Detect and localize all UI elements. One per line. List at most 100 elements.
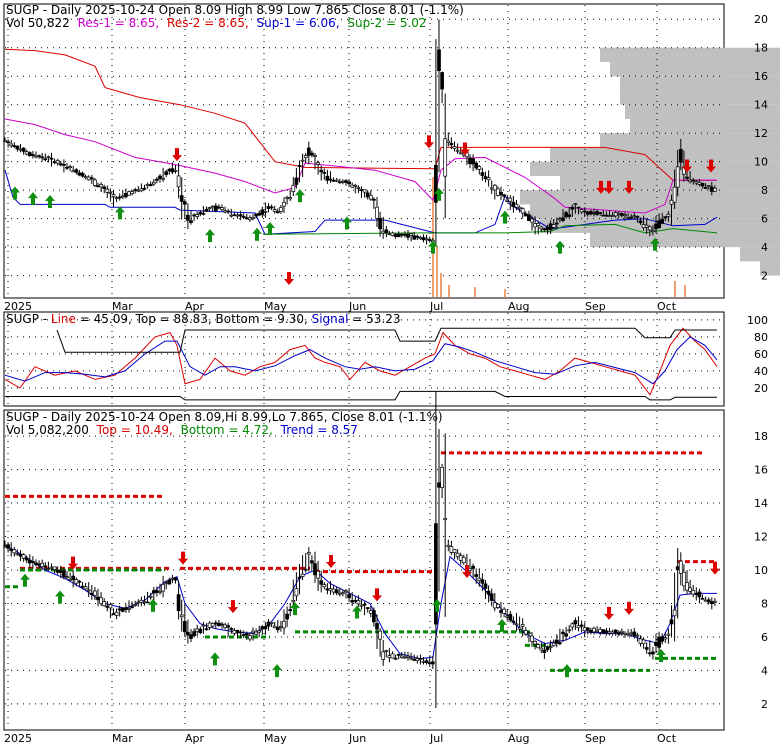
price-candle bbox=[579, 209, 584, 213]
price-candle bbox=[145, 601, 150, 604]
price-candle bbox=[585, 627, 590, 631]
price-candle bbox=[27, 559, 32, 564]
sell-arrow-icon bbox=[624, 180, 634, 194]
price-candle bbox=[279, 625, 283, 628]
y-tick-label: 16 bbox=[754, 464, 768, 477]
trend-label-3: Trend = 8.57 bbox=[280, 423, 358, 437]
res-1-label: Res-1 = 8.65, bbox=[78, 16, 160, 30]
price-candle bbox=[362, 603, 367, 606]
top-value: = 88.83, bbox=[156, 312, 212, 326]
price-candle bbox=[248, 635, 252, 640]
price-candle bbox=[18, 553, 23, 557]
volume-profile-bar bbox=[760, 261, 780, 276]
bottom-value: = 9.30, bbox=[260, 312, 308, 326]
panel-3-y-ticks: 2 4 6 8 10 12 14 16 18 bbox=[754, 430, 768, 711]
price-candle bbox=[275, 626, 280, 631]
price-candle bbox=[99, 597, 103, 604]
price-candle bbox=[709, 601, 714, 604]
price-candle bbox=[573, 620, 578, 625]
price-candle bbox=[133, 604, 138, 606]
price-candle bbox=[235, 630, 240, 634]
price-candle bbox=[412, 658, 417, 661]
price-candle bbox=[567, 629, 572, 632]
price-candle bbox=[34, 562, 38, 565]
price-candle bbox=[189, 634, 193, 639]
price-candle bbox=[272, 209, 277, 212]
price-candle bbox=[530, 218, 534, 223]
y-tick-label: 12 bbox=[754, 531, 768, 544]
price-candle bbox=[409, 657, 413, 660]
price-candle bbox=[334, 589, 339, 594]
price-candle bbox=[585, 211, 590, 215]
price-candle bbox=[694, 181, 699, 184]
price-candle bbox=[372, 198, 376, 201]
price-candle bbox=[390, 232, 395, 236]
price-candle bbox=[12, 145, 17, 147]
price-candle bbox=[164, 171, 169, 175]
price-candle bbox=[251, 630, 255, 634]
price-candle bbox=[409, 233, 413, 236]
sell-arrow-icon bbox=[228, 600, 238, 614]
price-candle bbox=[65, 576, 69, 578]
price-candle bbox=[635, 634, 640, 637]
price-candle bbox=[111, 194, 116, 197]
price-candle bbox=[406, 655, 410, 658]
price-candle bbox=[595, 630, 599, 633]
price-candle bbox=[238, 214, 243, 217]
price-candle bbox=[564, 633, 568, 637]
price-candle bbox=[83, 176, 88, 179]
volume-profile-bar bbox=[600, 47, 780, 62]
price-candle bbox=[120, 607, 125, 612]
price-candle bbox=[353, 184, 358, 187]
price-candle bbox=[393, 657, 398, 660]
price-candle bbox=[173, 170, 178, 172]
sell-arrow-icon bbox=[460, 142, 470, 156]
x-tick-label: Apr bbox=[185, 300, 205, 313]
price-candle bbox=[269, 206, 274, 209]
price-candle bbox=[694, 593, 699, 596]
panel-3-legend: Vol 5,082,200 Top = 10.49, Bottom = 4.72… bbox=[6, 423, 358, 437]
price-candle bbox=[666, 213, 671, 217]
price-candle bbox=[517, 206, 522, 209]
price-candle bbox=[492, 602, 497, 609]
price-candle bbox=[148, 184, 153, 187]
price-candle bbox=[570, 623, 575, 628]
panel-3-grid bbox=[5, 411, 723, 729]
price-candle bbox=[496, 188, 500, 196]
price-candle bbox=[77, 172, 82, 176]
y-tick-label: 2 bbox=[761, 270, 768, 283]
price-candle bbox=[492, 184, 497, 191]
x-tick-label: Apr bbox=[185, 732, 205, 745]
price-candle bbox=[331, 179, 336, 182]
price-candle bbox=[613, 629, 618, 633]
price-candle bbox=[396, 233, 401, 238]
price-candle bbox=[257, 630, 262, 633]
price-candle bbox=[582, 627, 587, 631]
price-candle bbox=[210, 623, 215, 627]
x-tick-label: 2025 bbox=[4, 732, 32, 745]
price-candle bbox=[620, 213, 624, 216]
price-candle bbox=[65, 166, 69, 169]
price-candle bbox=[248, 217, 252, 221]
price-candle bbox=[384, 229, 389, 233]
price-candle bbox=[80, 172, 85, 177]
top-line bbox=[56, 327, 717, 353]
price-candle bbox=[554, 222, 559, 225]
price-candle bbox=[210, 205, 215, 208]
price-candle bbox=[542, 649, 547, 654]
panel-2-lines bbox=[4, 327, 718, 401]
price-candle bbox=[235, 214, 240, 217]
price-candle bbox=[477, 166, 482, 170]
price-candle bbox=[651, 230, 655, 233]
price-candle bbox=[52, 566, 57, 570]
price-candle bbox=[9, 548, 14, 551]
price-candle bbox=[74, 169, 79, 173]
price-candle bbox=[127, 608, 131, 610]
price-candle bbox=[511, 620, 516, 623]
buy-arrow-icon bbox=[10, 186, 20, 200]
price-candle bbox=[328, 588, 333, 591]
price-candle bbox=[55, 160, 60, 164]
price-candle bbox=[217, 622, 221, 627]
sup-2-line bbox=[262, 223, 718, 235]
y-tick-label: 10 bbox=[754, 564, 768, 577]
